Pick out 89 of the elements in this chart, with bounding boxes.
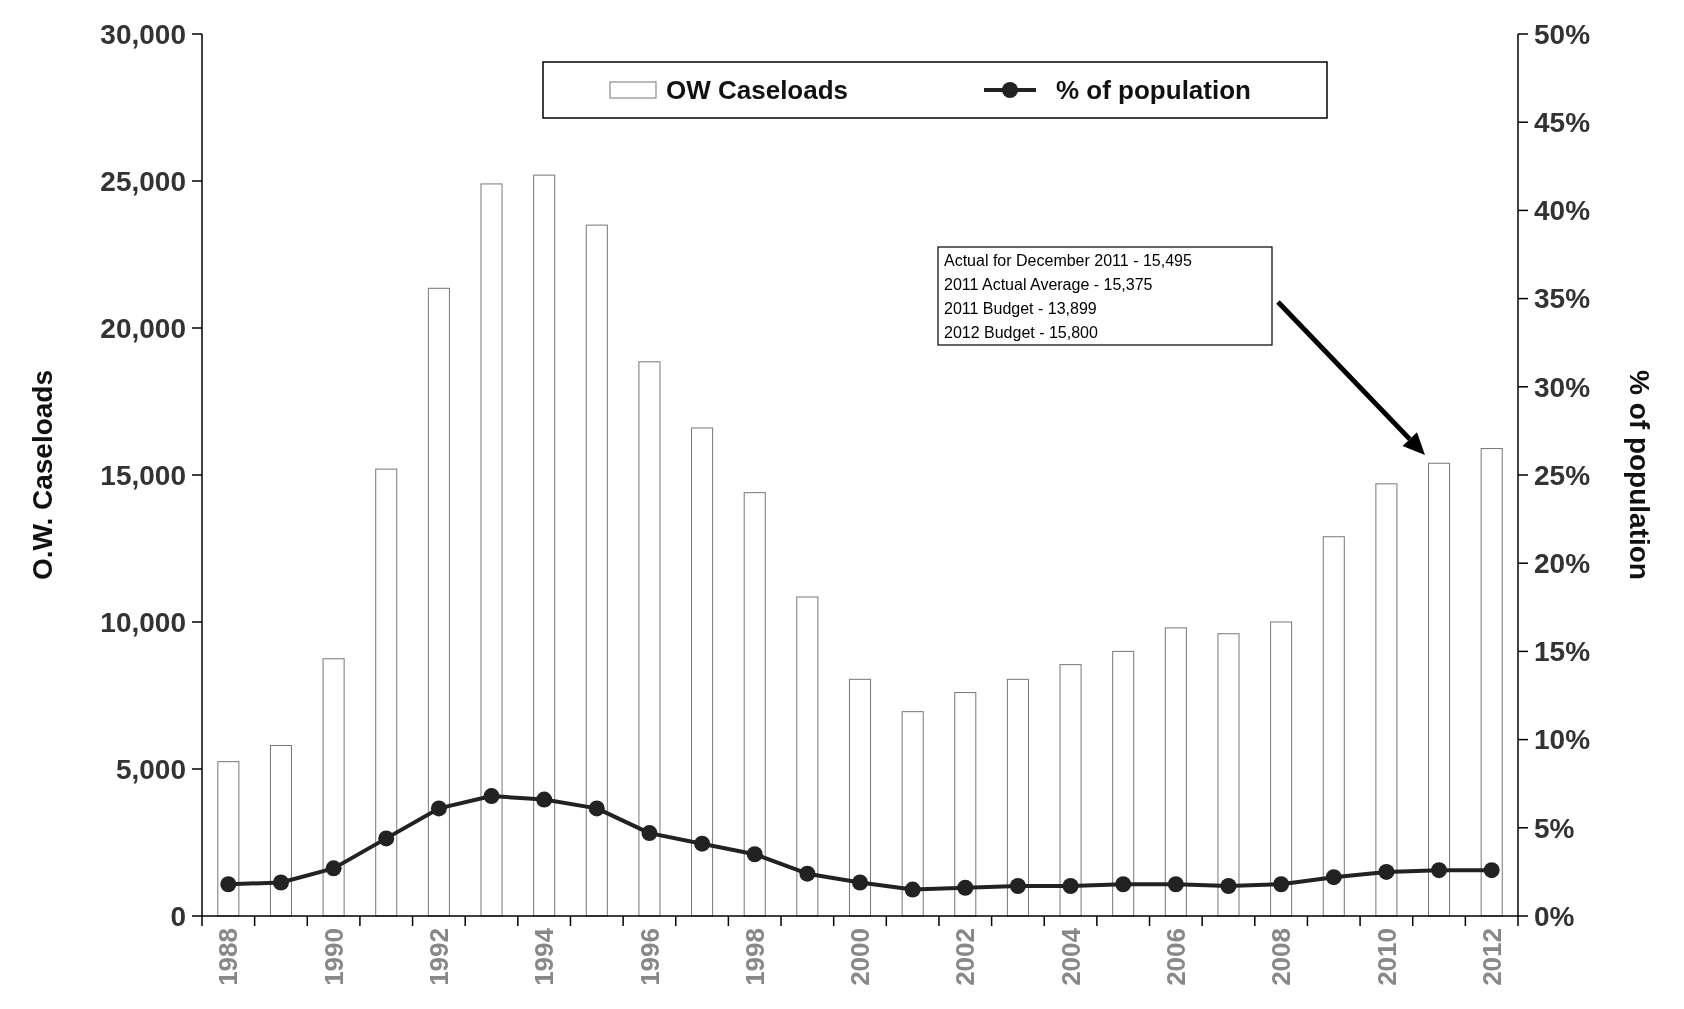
point <box>799 865 816 882</box>
y2-tick-label: 20% <box>1534 548 1591 579</box>
point <box>852 874 868 891</box>
bar <box>533 174 556 917</box>
x-tick-label: 2008 <box>1266 928 1297 986</box>
bar <box>1428 462 1451 917</box>
bar <box>901 711 924 917</box>
annotation: 2011 Budget - 13,899 <box>944 300 1097 317</box>
x-tick-label: 1998 <box>739 928 770 986</box>
point <box>378 830 395 847</box>
point <box>588 800 605 817</box>
point <box>957 879 974 896</box>
point <box>1062 878 1079 895</box>
x-tick-label: 1996 <box>634 928 665 986</box>
y2-tick-label: 15% <box>1534 636 1591 668</box>
x-tick-label: 2002 <box>950 928 981 986</box>
y2-tick-label: 30% <box>1534 371 1591 403</box>
bar <box>1480 448 1503 917</box>
y-axis-title: O.W. Caseloads <box>27 369 58 581</box>
bar <box>322 658 345 917</box>
x-tick-label: 1988 <box>213 928 244 986</box>
bar <box>1059 664 1082 917</box>
y-tick-label: 20,000 <box>100 312 186 344</box>
y2-tick-label: 5% <box>1534 812 1575 844</box>
legend-label: OW Caseloads <box>666 75 849 106</box>
point <box>1431 862 1448 879</box>
point <box>430 800 447 817</box>
x-tick-label: 2010 <box>1371 928 1402 986</box>
x-tick-label: 2000 <box>845 928 876 986</box>
point <box>694 835 711 852</box>
bar <box>585 224 608 917</box>
point <box>1167 876 1184 893</box>
point <box>1009 878 1026 895</box>
y2-tick-label: 0% <box>1534 900 1575 932</box>
bar <box>375 468 398 917</box>
bar <box>480 183 503 917</box>
y-tick-label: 15,000 <box>100 459 186 491</box>
point <box>1273 876 1290 893</box>
y2-tick-label: 35% <box>1534 283 1591 315</box>
x-tick-label: 1994 <box>529 927 560 986</box>
point <box>272 874 289 891</box>
y2-tick-label: 25% <box>1534 459 1591 491</box>
x-tick-label: 2006 <box>1160 928 1191 986</box>
annotation: 2011 Actual Average - 15,375 <box>944 276 1153 293</box>
bar <box>691 427 714 917</box>
bar <box>1322 536 1345 917</box>
bar <box>1006 678 1029 917</box>
point <box>1483 862 1500 879</box>
y2-tick-label: 40% <box>1534 195 1591 227</box>
bar <box>638 361 661 917</box>
point <box>1220 878 1237 895</box>
x-tick-label: 2004 <box>1055 927 1086 986</box>
point <box>483 788 500 805</box>
point <box>1325 869 1342 886</box>
y2-tick-label: 50% <box>1534 18 1591 50</box>
bar <box>743 492 766 917</box>
bar <box>269 744 292 917</box>
point <box>325 860 342 877</box>
bar <box>1112 650 1135 917</box>
y-tick-label: 30,000 <box>100 18 186 50</box>
bar <box>1375 483 1398 917</box>
y-tick-label: 25,000 <box>100 165 186 197</box>
bar <box>848 678 872 917</box>
point <box>220 876 237 893</box>
bar <box>1164 627 1187 917</box>
y-tick-label: 0 <box>170 900 186 932</box>
x-tick-label: 2012 <box>1476 928 1507 986</box>
point <box>1378 863 1395 880</box>
y2-tick-label: 45% <box>1534 107 1591 138</box>
x-tick-label: 1990 <box>318 928 349 986</box>
bar <box>1217 633 1240 917</box>
bar <box>217 761 240 917</box>
annotation: 2012 Budget - 15,800 <box>944 324 1099 341</box>
legend-label: % of population <box>1056 75 1251 106</box>
y2-axis-title: % of population <box>1624 370 1655 580</box>
y-tick-label: 5,000 <box>115 753 186 785</box>
bar <box>427 287 450 917</box>
bar <box>796 596 819 917</box>
bar <box>1270 621 1293 917</box>
annotation: Actual for December 2011 - 15,495 <box>944 252 1192 269</box>
y-tick-label: 10,000 <box>100 606 186 638</box>
point <box>904 881 921 898</box>
point <box>746 846 763 863</box>
point <box>536 791 553 808</box>
x-tick-label: 1992 <box>423 928 454 986</box>
point <box>641 825 658 842</box>
bar <box>954 692 977 917</box>
point <box>1115 876 1132 893</box>
y2-tick-label: 10% <box>1534 724 1591 756</box>
